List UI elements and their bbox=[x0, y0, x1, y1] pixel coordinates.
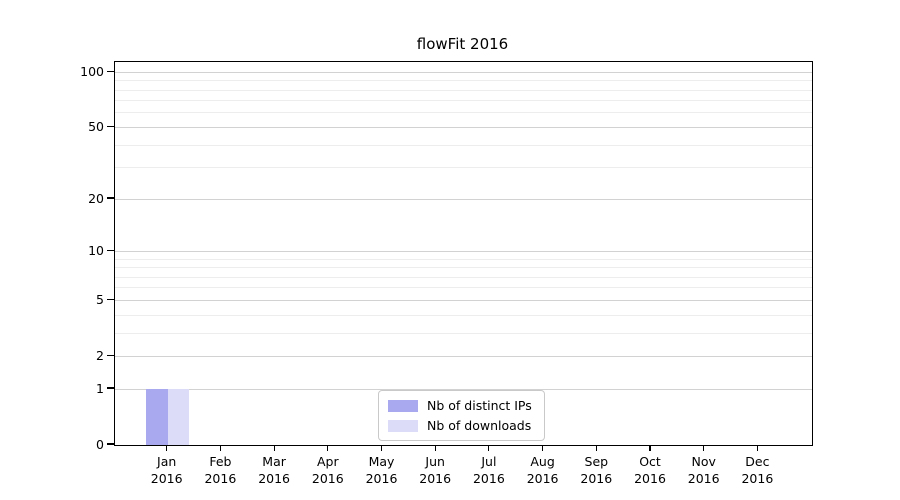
gridline-major-y5 bbox=[115, 299, 812, 301]
legend-swatch-icon bbox=[388, 399, 418, 412]
x-tick-label-dec: Dec 2016 bbox=[725, 453, 789, 487]
y-tick-label-20: 20 bbox=[88, 190, 104, 206]
x-tick-month: Jan bbox=[157, 454, 177, 469]
y-tickmark-50 bbox=[107, 125, 114, 127]
y-tick-label-50: 50 bbox=[88, 118, 104, 134]
bar-nb-of-distinct-ips-jan bbox=[146, 389, 168, 445]
y-tick-label-10: 10 bbox=[88, 242, 104, 258]
gridline-minor-y7 bbox=[115, 276, 812, 278]
legend-label: Nb of distinct IPs bbox=[427, 398, 532, 413]
x-tickmark-nov bbox=[703, 445, 705, 452]
bar-nb-of-downloads-jan bbox=[167, 389, 189, 445]
x-tick-label-may: May 2016 bbox=[350, 453, 414, 487]
x-tickmark-mar bbox=[273, 445, 275, 452]
gridline-minor-y40 bbox=[115, 144, 812, 146]
x-tick-year: 2016 bbox=[526, 471, 559, 486]
y-tickmark-20 bbox=[107, 197, 114, 199]
x-tick-label-mar: Mar 2016 bbox=[242, 453, 306, 487]
x-tick-year: 2016 bbox=[634, 471, 666, 486]
gridline-major-y1 bbox=[115, 388, 812, 390]
gridline-major-y10 bbox=[115, 250, 812, 252]
x-tickmark-jun bbox=[434, 445, 436, 452]
x-tick-month: Mar bbox=[262, 454, 286, 469]
x-tick-label-jan: Jan 2016 bbox=[135, 453, 199, 487]
y-tick-label-1: 1 bbox=[96, 380, 104, 396]
x-tick-month: Jun bbox=[425, 454, 445, 469]
x-tickmark-sep bbox=[595, 445, 597, 452]
gridline-minor-y8 bbox=[115, 267, 812, 269]
y-tick-label-0: 0 bbox=[96, 436, 104, 452]
x-tickmark-feb bbox=[219, 445, 221, 452]
x-tick-month: Aug bbox=[530, 454, 555, 469]
gridline-minor-y60 bbox=[115, 112, 812, 114]
legend-entry: Nb of distinct IPs bbox=[388, 398, 532, 413]
x-tick-month: Sep bbox=[584, 454, 609, 469]
y-tickmark-5 bbox=[107, 298, 114, 300]
gridline-minor-y70 bbox=[115, 100, 812, 102]
x-tick-year: 2016 bbox=[580, 471, 613, 486]
x-tick-label-sep: Sep 2016 bbox=[564, 453, 628, 487]
x-tick-label-apr: Apr 2016 bbox=[296, 453, 360, 487]
y-tickmark-2 bbox=[107, 354, 114, 356]
x-tick-label-jun: Jun 2016 bbox=[403, 453, 467, 487]
x-tick-label-nov: Nov 2016 bbox=[672, 453, 736, 487]
y-tickmark-10 bbox=[107, 249, 114, 251]
legend-swatch-icon bbox=[388, 419, 418, 432]
x-tick-year: 2016 bbox=[258, 471, 290, 486]
plot-area: Nb of distinct IPs Nb of downloads bbox=[114, 61, 813, 446]
x-tick-year: 2016 bbox=[311, 471, 344, 486]
chart-title: flowFit 2016 bbox=[416, 35, 509, 53]
legend-label: Nb of downloads bbox=[427, 418, 532, 433]
x-tickmark-dec bbox=[756, 445, 758, 452]
x-tick-year: 2016 bbox=[472, 471, 505, 486]
x-tick-month: May bbox=[368, 454, 395, 469]
y-tickmark-100 bbox=[107, 70, 114, 72]
x-tickmark-oct bbox=[649, 445, 651, 452]
x-tick-year: 2016 bbox=[150, 471, 183, 486]
x-tick-label-aug: Aug 2016 bbox=[511, 453, 575, 487]
x-tick-year: 2016 bbox=[741, 471, 774, 486]
x-tickmark-may bbox=[380, 445, 383, 452]
x-tickmark-jul bbox=[488, 445, 490, 452]
x-tick-year: 2016 bbox=[419, 471, 452, 486]
y-tick-label-5: 5 bbox=[96, 291, 104, 307]
y-tickmark-0 bbox=[107, 443, 114, 445]
x-tick-month: Dec bbox=[745, 454, 770, 469]
gridline-minor-y30 bbox=[115, 167, 812, 169]
gridline-minor-y6 bbox=[115, 287, 812, 289]
y-tick-label-100: 100 bbox=[80, 63, 104, 79]
legend-entry: Nb of downloads bbox=[388, 418, 532, 433]
x-tick-month: Jul bbox=[481, 454, 497, 469]
x-tickmark-jan bbox=[166, 445, 168, 452]
legend: Nb of distinct IPs Nb of downloads bbox=[378, 390, 545, 441]
x-tick-label-feb: Feb 2016 bbox=[188, 453, 252, 487]
gridline-minor-y90 bbox=[115, 80, 812, 82]
gridline-major-y50 bbox=[115, 126, 812, 128]
gridline-major-y20 bbox=[115, 198, 812, 200]
gridline-minor-y3 bbox=[115, 332, 812, 334]
gridline-minor-y80 bbox=[115, 89, 812, 91]
x-tickmark-aug bbox=[542, 445, 544, 452]
x-tick-year: 2016 bbox=[204, 471, 237, 486]
x-tick-month: Oct bbox=[639, 454, 661, 469]
y-tickmark-1 bbox=[107, 387, 114, 389]
x-tickmark-apr bbox=[327, 445, 329, 452]
gridline-minor-y9 bbox=[115, 258, 812, 260]
x-tick-label-oct: Oct 2016 bbox=[618, 453, 682, 487]
y-tick-label-2: 2 bbox=[96, 347, 104, 363]
x-tick-year: 2016 bbox=[687, 471, 720, 486]
gridline-major-y100 bbox=[115, 71, 812, 73]
x-tick-month: Feb bbox=[209, 454, 232, 469]
x-tick-year: 2016 bbox=[365, 471, 398, 486]
x-tick-month: Apr bbox=[316, 454, 339, 469]
gridline-minor-y4 bbox=[115, 314, 812, 316]
gridline-major-y2 bbox=[115, 355, 812, 357]
x-tick-label-jul: Jul 2016 bbox=[457, 453, 521, 487]
x-tick-month: Nov bbox=[691, 454, 716, 469]
